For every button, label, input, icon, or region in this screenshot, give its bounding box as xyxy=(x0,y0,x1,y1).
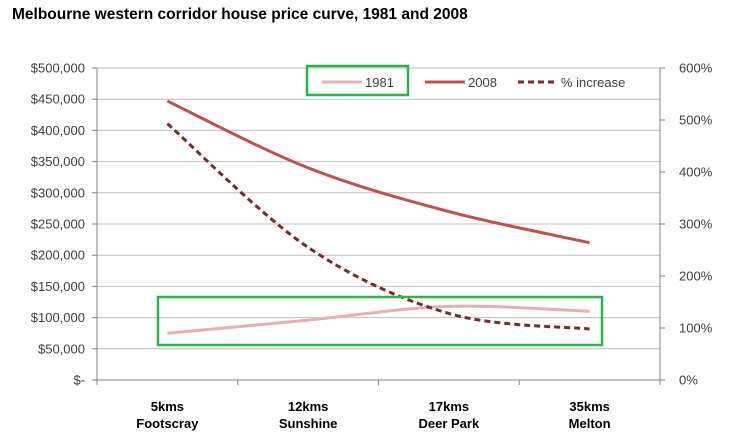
category-label: 12kms Sunshine xyxy=(279,399,338,431)
category-label: 17kms Deer Park xyxy=(419,399,480,431)
left-tick-label: $350,000 xyxy=(31,154,85,169)
legend-label: 1981 xyxy=(365,75,394,90)
left-tick-label: $100,000 xyxy=(31,310,85,325)
left-tick-label: $250,000 xyxy=(31,217,85,232)
left-tick-label: $200,000 xyxy=(31,248,85,263)
left-tick-label: $450,000 xyxy=(31,92,85,107)
axes xyxy=(96,68,661,385)
right-tick-label: 400% xyxy=(679,165,713,180)
legend-label: 2008 xyxy=(468,75,497,90)
right-tick-label: 500% xyxy=(679,113,713,128)
right-tick-label: 600% xyxy=(679,61,713,76)
series-lines xyxy=(166,99,590,335)
category-label: 5kms Footscray xyxy=(136,399,199,431)
right-tick-label: 300% xyxy=(679,217,713,232)
right-axis-ticks: 0% 100% 200% 300% 400% 500% 600% xyxy=(660,61,713,388)
left-tick-label: $- xyxy=(73,373,85,388)
highlight-boxes xyxy=(156,64,604,347)
series-line-2008 xyxy=(166,99,590,245)
category-axis-labels: 5kms Footscray 12kms Sunshine 17kms Deer Park… xyxy=(136,399,610,431)
gridlines xyxy=(97,67,660,350)
series-1981-highlight-box xyxy=(156,295,604,347)
chart-title: Melbourne western corridor house price c… xyxy=(12,6,468,23)
left-tick-label: $400,000 xyxy=(31,123,85,138)
left-tick-label: $50,000 xyxy=(38,341,85,356)
legend-1981-highlight-box xyxy=(305,64,410,97)
category-label: 35kms Melton xyxy=(569,399,611,431)
left-axis-ticks: $- $50,000 $100,000 $150,000 $200,000 $250,00… xyxy=(31,61,97,388)
right-tick-label: 0% xyxy=(679,373,698,388)
left-tick-label: $300,000 xyxy=(31,185,85,200)
right-tick-label: 200% xyxy=(679,269,713,284)
right-tick-label: 100% xyxy=(679,321,713,336)
left-tick-label: $150,000 xyxy=(31,279,85,294)
left-tick-label: $500,000 xyxy=(31,61,85,76)
series-line-1981 xyxy=(167,304,590,335)
legend-label: % increase xyxy=(561,75,625,90)
legend: 1981 2008 % increase xyxy=(322,75,625,90)
